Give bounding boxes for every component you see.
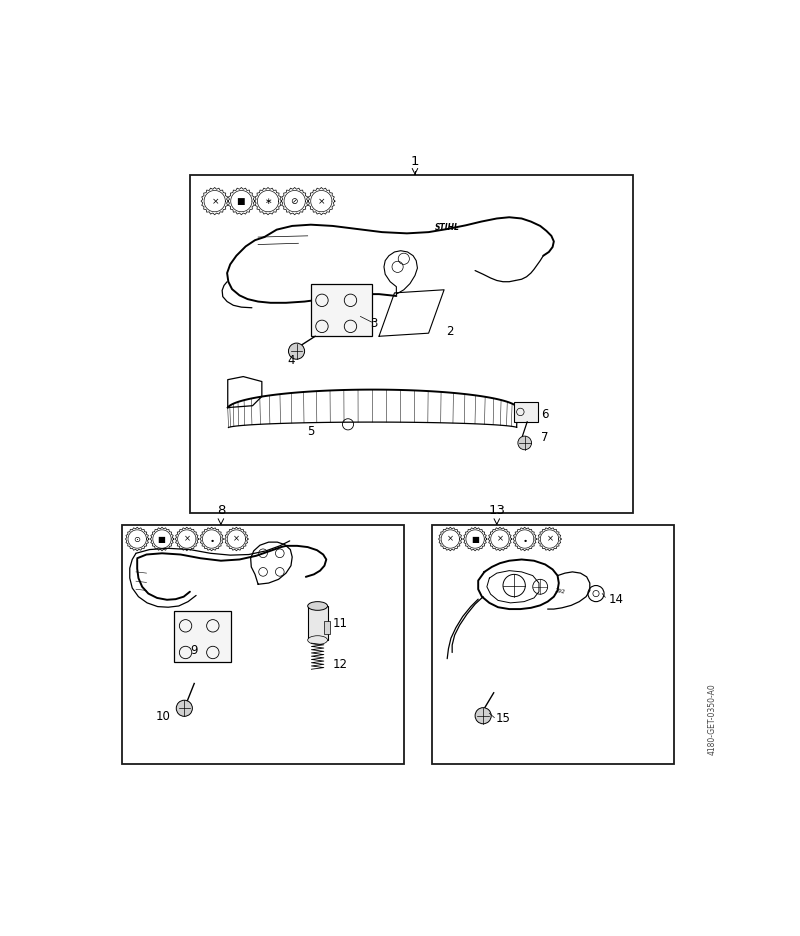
Text: $\bullet$: $\bullet$	[209, 534, 214, 544]
Bar	[174, 611, 231, 662]
Circle shape	[289, 344, 305, 359]
Text: 292: 292	[554, 589, 566, 595]
Text: $\blacksquare$: $\blacksquare$	[237, 196, 246, 207]
Text: $\oslash$: $\oslash$	[290, 197, 299, 206]
Bar	[308, 606, 327, 640]
Circle shape	[518, 436, 531, 449]
Bar	[324, 622, 330, 634]
Text: $\times$: $\times$	[183, 534, 190, 544]
Text: $\times$: $\times$	[317, 197, 326, 206]
Text: $\odot$: $\odot$	[133, 534, 142, 544]
Text: 7: 7	[542, 431, 549, 444]
Circle shape	[176, 700, 192, 716]
Bar	[310, 284, 371, 336]
Text: $\times$: $\times$	[546, 534, 554, 544]
Text: 9: 9	[190, 644, 198, 657]
Ellipse shape	[308, 602, 327, 610]
Text: 4: 4	[287, 354, 294, 367]
Bar	[122, 525, 404, 764]
Circle shape	[475, 708, 491, 724]
Text: STIHL: STIHL	[434, 224, 460, 232]
Bar	[432, 525, 674, 764]
Text: 15: 15	[495, 712, 510, 725]
Text: $\ast$: $\ast$	[264, 197, 272, 206]
Text: 11: 11	[333, 617, 348, 630]
Text: 13: 13	[488, 505, 506, 518]
Bar	[514, 402, 538, 422]
Text: $\times$: $\times$	[233, 534, 240, 544]
Text: $\times$: $\times$	[496, 534, 504, 544]
Text: $\bullet$: $\bullet$	[522, 534, 528, 544]
Bar	[190, 175, 634, 513]
Text: 8: 8	[217, 505, 225, 518]
Text: 2: 2	[446, 326, 454, 339]
Text: 5: 5	[307, 425, 314, 438]
Text: $\times$: $\times$	[210, 197, 219, 206]
Text: 1: 1	[410, 154, 419, 168]
Text: 4180-GET-0350-A0: 4180-GET-0350-A0	[708, 683, 717, 754]
Text: 3: 3	[370, 317, 378, 330]
Text: 6: 6	[542, 408, 549, 421]
Ellipse shape	[308, 636, 327, 644]
Text: $\times$: $\times$	[446, 534, 454, 544]
Text: 12: 12	[333, 658, 348, 671]
Text: $\blacksquare$: $\blacksquare$	[470, 534, 480, 545]
Text: 14: 14	[608, 592, 623, 606]
Text: $\blacksquare$: $\blacksquare$	[158, 534, 166, 545]
Text: 10: 10	[156, 709, 170, 723]
